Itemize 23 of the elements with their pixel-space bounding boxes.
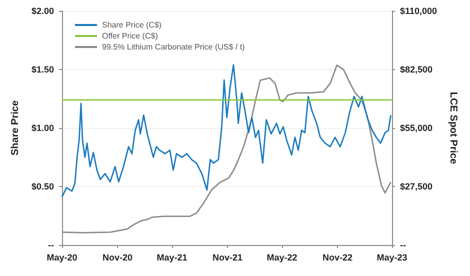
y-tick-label: $0.50 bbox=[31, 182, 54, 192]
legend-label: 99.5% Lithium Carbonate Price (US$ / t) bbox=[102, 42, 246, 52]
x-tick-label: May-23 bbox=[376, 252, 408, 262]
legend-label: Share Price (C$) bbox=[102, 20, 162, 30]
x-tick-label: Nov-20 bbox=[102, 252, 132, 262]
x-tick-label: May-21 bbox=[156, 252, 188, 262]
y-tick-label: $1.50 bbox=[31, 64, 54, 74]
y-tick-label: -- bbox=[48, 240, 54, 250]
y-tick-label: $1.00 bbox=[31, 123, 54, 133]
x-tick-label: Nov-22 bbox=[322, 252, 352, 262]
y2-tick-label: $27,500 bbox=[400, 182, 433, 192]
y2-tick-label: $55,000 bbox=[400, 123, 433, 133]
x-tick-label: May-20 bbox=[46, 252, 78, 262]
x-tick-label: May-22 bbox=[266, 252, 298, 262]
y-tick-label: $2.00 bbox=[31, 6, 54, 16]
y2-tick-label: -- bbox=[400, 240, 406, 250]
y-axis-title: Share Price bbox=[10, 100, 22, 156]
y2-tick-label: $82,500 bbox=[400, 64, 433, 74]
y2-tick-label: $110,000 bbox=[400, 6, 438, 16]
x-tick-label: Nov-21 bbox=[212, 252, 242, 262]
line-series bbox=[61, 64, 392, 198]
y2-axis-title: LCE Spot Price bbox=[447, 92, 458, 165]
legend-label: Offer Price (C$) bbox=[102, 32, 158, 40]
